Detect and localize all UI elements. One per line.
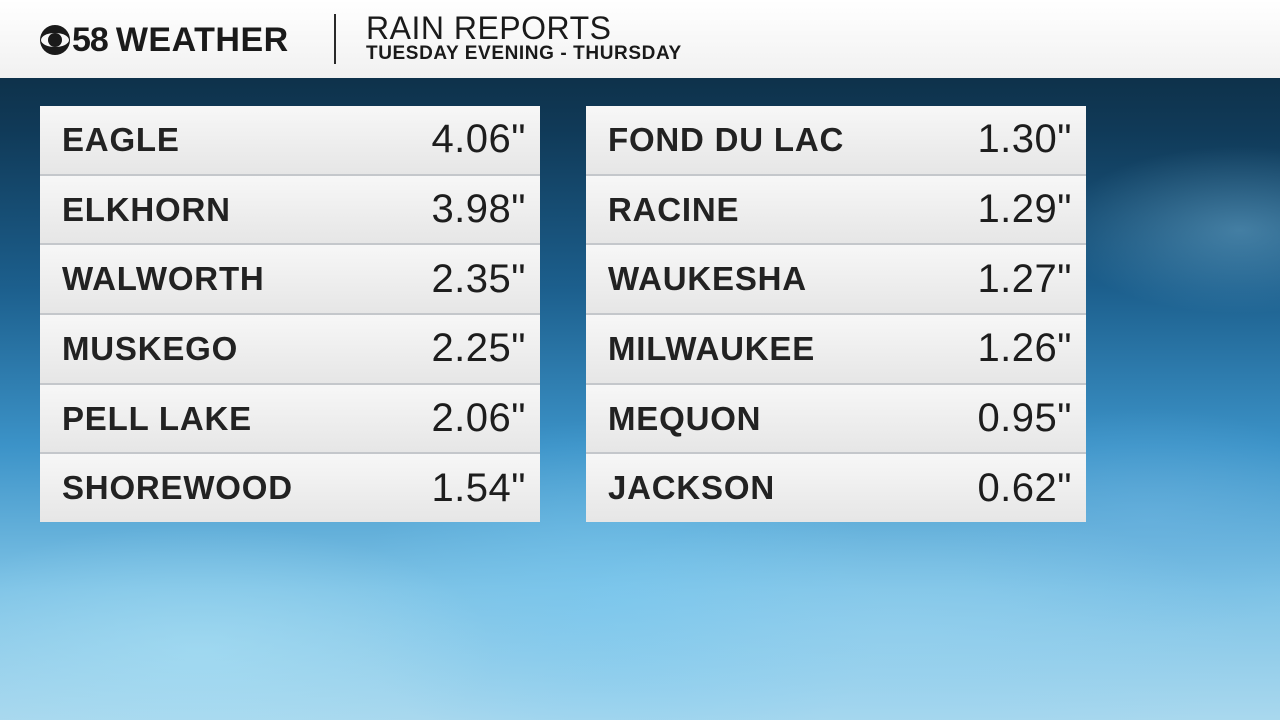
rain-amount: 2.35": [431, 256, 526, 301]
city-name: EAGLE: [62, 120, 180, 158]
rain-amount: 4.06": [431, 117, 526, 162]
logo-number: 58: [72, 20, 109, 59]
city-name: WAUKESHA: [608, 260, 807, 298]
city-name: JACKSON: [608, 469, 775, 507]
rain-amount: 1.29": [977, 187, 1072, 231]
rain-amount: 1.30": [977, 117, 1072, 162]
table-row: WAUKESHA 1.27": [586, 245, 1086, 316]
logo-word: WEATHER: [115, 20, 289, 59]
rain-amount: 2.06": [431, 396, 526, 441]
table-row: RACINE 1.29": [586, 175, 1086, 246]
city-name: FOND DU LAC: [608, 120, 845, 158]
rain-amount: 3.98": [431, 187, 526, 231]
rain-amount: 1.27": [977, 256, 1072, 301]
rain-amount: 1.26": [977, 326, 1072, 371]
table-row: ELKHORN 3.98": [40, 175, 540, 246]
city-name: RACINE: [608, 190, 740, 228]
header-bar: 58 WEATHER RAIN REPORTS TUESDAY EVENING …: [0, 0, 1280, 78]
rain-amount: 0.62": [977, 465, 1072, 510]
city-name: MILWAUKEE: [608, 329, 816, 367]
city-name: MUSKEGO: [62, 329, 239, 367]
rain-amount: 0.95": [977, 396, 1072, 441]
table-row: SHOREWOOD 1.54": [40, 454, 540, 523]
city-name: ELKHORN: [62, 190, 231, 228]
table-row: EAGLE 4.06": [40, 106, 540, 176]
table-row: MEQUON 0.95": [586, 384, 1086, 455]
page-subtitle: TUESDAY EVENING - THURSDAY: [366, 43, 682, 64]
city-name: WALWORTH: [62, 260, 265, 298]
table-row: JACKSON 0.62": [586, 454, 1086, 523]
city-name: PELL LAKE: [62, 399, 252, 437]
table-row: PELL LAKE 2.06": [40, 384, 540, 455]
table-row: MUSKEGO 2.25": [40, 315, 540, 385]
rain-table-right: FOND DU LAC 1.30" RACINE 1.29" WAUKESHA …: [586, 106, 1086, 523]
rain-amount: 2.25": [431, 326, 526, 371]
city-name: SHOREWOOD: [62, 469, 293, 507]
table-row: FOND DU LAC 1.30": [586, 106, 1086, 176]
header-divider: [334, 14, 336, 64]
station-logo: 58 WEATHER: [40, 18, 289, 62]
page-title: RAIN REPORTS: [366, 10, 612, 46]
cbs-eye-icon: [40, 25, 70, 55]
table-row: MILWAUKEE 1.26": [586, 315, 1086, 385]
rain-amount: 1.54": [431, 465, 526, 510]
table-row: WALWORTH 2.35": [40, 245, 540, 316]
city-name: MEQUON: [608, 399, 762, 437]
rain-table-left: EAGLE 4.06" ELKHORN 3.98" WALWORTH 2.35"…: [40, 106, 540, 523]
